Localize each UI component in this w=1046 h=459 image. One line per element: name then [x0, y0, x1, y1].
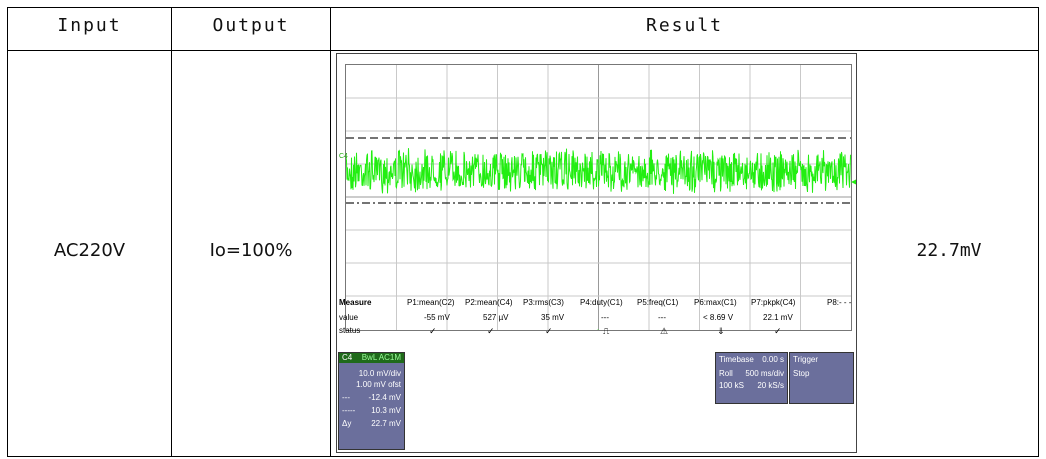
- measure-status-row: status ✓ ✓ ✓ ⎍ ⚠ ⇓ ✓: [337, 326, 856, 338]
- trigger-box[interactable]: Trigger Stop: [789, 352, 854, 404]
- measure-label: Measure: [339, 298, 372, 307]
- measure-value: 35 mV: [541, 313, 565, 322]
- measure-value: -55 mV: [424, 313, 450, 322]
- measure-value: ---: [658, 313, 666, 322]
- timebase-rate: 20 kS/s: [757, 381, 784, 390]
- table-bottom-border: [7, 456, 1039, 457]
- measure-header-row: Measure P1:mean(C2) P2:mean(C4) P3:rms(C…: [337, 298, 856, 310]
- status-icon: ⚠: [660, 326, 669, 336]
- cell-result-value: 22.7mV: [916, 240, 982, 261]
- scope-graticule: C4: [339, 64, 856, 335]
- trigger-title: Trigger: [793, 355, 819, 364]
- measure-param: P5:freq(C1): [637, 298, 679, 307]
- status-icon: ✓: [487, 326, 495, 336]
- timebase-title: Timebase: [719, 355, 754, 364]
- channel-arrow-icon: [851, 179, 856, 185]
- graticule-svg: [345, 65, 852, 335]
- value-label: value: [339, 313, 359, 322]
- trace-c4: [345, 148, 852, 194]
- oscilloscope-screenshot: C4 Measure P1:mean(C2) P2:mean(C4) P3:rm…: [336, 53, 857, 453]
- cursor1-value: -12.4 mV: [368, 393, 401, 402]
- col-border-right: [1038, 7, 1039, 457]
- status-icon: ✓: [545, 326, 553, 336]
- timebase-box[interactable]: Timebase 0.00 s Roll 500 ms/div 100 kS 2…: [715, 352, 788, 404]
- measure-value-row: value -55 mV 527 µV 35 mV --- --- < 8.69…: [337, 313, 856, 325]
- measure-value: 527 µV: [483, 313, 509, 322]
- col-border-1: [171, 7, 172, 457]
- measure-param: P2:mean(C4): [465, 298, 513, 307]
- timebase-samples: 100 kS: [719, 381, 744, 390]
- header-result: Result: [645, 15, 724, 36]
- cursor2-label: -----: [342, 406, 356, 415]
- measure-value: ---: [601, 313, 609, 322]
- measure-value: < 8.69 V: [703, 313, 734, 322]
- cell-input: AC220V: [53, 240, 126, 261]
- measure-param: P7:pkpk(C4): [751, 298, 796, 307]
- delta-y-label: Δy: [342, 419, 352, 428]
- channel-tag: C4: [339, 153, 348, 160]
- timebase-mode: Roll: [719, 369, 733, 378]
- status-label: status: [339, 326, 361, 335]
- measure-param: P4:duty(C1): [580, 298, 623, 307]
- channel-info-box[interactable]: C4 BwL AC1M 10.0 mV/div 1.00 mV ofst ---…: [338, 352, 405, 450]
- col-border-left: [7, 7, 8, 457]
- col-border-2: [330, 7, 331, 457]
- header-input: Input: [57, 15, 122, 36]
- measure-param: P1:mean(C2): [407, 298, 455, 307]
- table-top-border: [7, 7, 1039, 8]
- timebase-tdiv: 500 ms/div: [745, 369, 784, 378]
- channel-vdiv: 10.0 mV/div: [358, 369, 401, 378]
- header-divider: [7, 50, 1039, 51]
- trigger-state: Stop: [793, 369, 810, 378]
- timebase-delay: 0.00 s: [762, 355, 784, 364]
- channel-offset: 1.00 mV ofst: [356, 380, 401, 389]
- cell-output: Io=100%: [209, 240, 293, 261]
- status-icon: ⎍: [603, 326, 610, 336]
- channel-box-badges: BwL AC1M: [361, 353, 401, 362]
- measure-param: P8:- - -: [827, 298, 852, 307]
- measure-value: 22.1 mV: [763, 313, 793, 322]
- measure-param: P6:max(C1): [694, 298, 737, 307]
- delta-y-value: 22.7 mV: [371, 419, 401, 428]
- channel-box-header: [339, 353, 404, 363]
- status-icon: ✓: [774, 326, 782, 336]
- status-icon: ⇓: [717, 326, 725, 336]
- header-output: Output: [212, 15, 290, 36]
- cursor2-value: 10.3 mV: [371, 406, 401, 415]
- cursor1-label: ---: [342, 393, 350, 402]
- status-icon: ✓: [429, 326, 437, 336]
- channel-box-ch: C4: [342, 353, 353, 362]
- measure-param: P3:rms(C3): [523, 298, 564, 307]
